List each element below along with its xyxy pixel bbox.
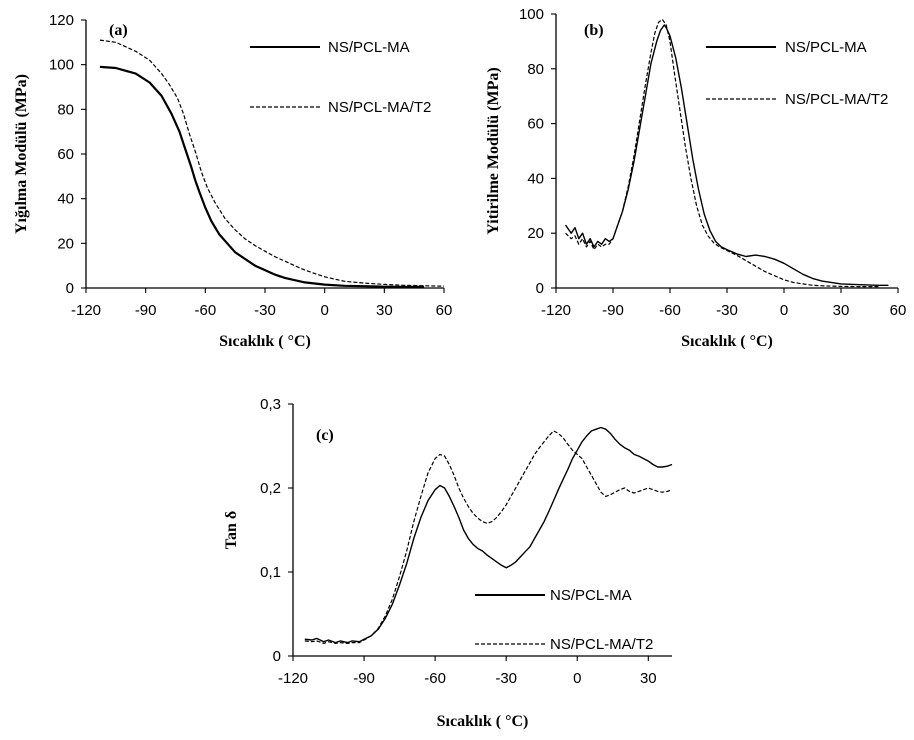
- x-tick-label: -30: [495, 670, 517, 687]
- legend-label: NS/PCL-MA/T2: [785, 91, 888, 108]
- y-tick-label: 0: [536, 280, 544, 297]
- x-tick-label: 0: [320, 302, 328, 319]
- x-axis-title: Sıcaklık ( °C): [219, 333, 311, 350]
- y-axis-title: Yitirilme Modülü (MPa): [485, 67, 502, 234]
- x-tick-label: -60: [194, 302, 216, 319]
- x-tick-label: -120: [541, 302, 571, 319]
- y-tick-label: 60: [527, 116, 544, 133]
- y-tick-label: 0: [273, 648, 281, 665]
- panel-label: (b): [584, 22, 604, 39]
- series-line-ns-pcl-ma-t2: [565, 18, 879, 288]
- series-line-ns-pcl-ma: [304, 426, 673, 644]
- y-tick-label: 0,2: [260, 480, 281, 497]
- x-tick-label: -30: [716, 302, 738, 319]
- y-axis-title: Yığılma Modülü (MPa): [13, 74, 30, 234]
- x-tick-label: -60: [659, 302, 681, 319]
- y-tick-label: 100: [49, 57, 74, 74]
- series-line-ns-pcl-ma-t2: [304, 430, 673, 645]
- x-tick-label: 0: [780, 302, 788, 319]
- y-tick-label: 20: [527, 225, 544, 242]
- x-tick-label: -120: [71, 302, 101, 319]
- y-axis-title: Tan δ: [223, 511, 240, 549]
- x-tick-label: -90: [353, 670, 375, 687]
- y-tick-label: 40: [527, 170, 544, 187]
- y-tick-label: 80: [527, 61, 544, 78]
- y-tick-label: 60: [57, 146, 74, 163]
- x-tick-label: -60: [424, 670, 446, 687]
- x-tick-label: 30: [640, 670, 657, 687]
- y-tick-label: 0: [66, 280, 74, 297]
- series-line-ns-pcl-ma-t2: [99, 39, 445, 287]
- panel-label: (c): [316, 427, 334, 444]
- legend-label: NS/PCL-MA/T2: [550, 636, 653, 653]
- chart-panel-3: -120 -90 -60 -30 0 30 0 0,1 0,2 0,3 Sıcaklık ( °C)…: [223, 396, 673, 730]
- y-tick-label: 40: [57, 191, 74, 208]
- x-tick-label: 60: [890, 302, 907, 319]
- y-tick-label: 120: [49, 12, 74, 29]
- y-tick-label: 20: [57, 235, 74, 252]
- panel-label: (a): [109, 22, 128, 39]
- legend-label: NS/PCL-MA: [550, 587, 632, 604]
- x-tick-label: -90: [602, 302, 624, 319]
- y-tick-label: 80: [57, 101, 74, 118]
- chart-panel-2: -120 -90 -60 -30 0 30 60 0 20 40 60 80 100 Sıcaklık (…: [485, 6, 906, 350]
- legend-label: NS/PCL-MA/T2: [328, 99, 431, 116]
- x-tick-label: 0: [573, 670, 581, 687]
- x-axis-title: Sıcaklık ( °C): [437, 713, 529, 730]
- legend-label: NS/PCL-MA: [785, 39, 867, 56]
- legend-label: NS/PCL-MA: [328, 39, 410, 56]
- x-tick-label: -120: [278, 670, 308, 687]
- x-tick-label: 30: [833, 302, 850, 319]
- x-tick-label: -90: [135, 302, 157, 319]
- x-tick-label: -30: [254, 302, 276, 319]
- y-tick-label: 0,1: [260, 564, 281, 581]
- y-tick-label: 0,3: [260, 396, 281, 413]
- x-tick-label: 60: [436, 302, 453, 319]
- x-axis-title: Sıcaklık ( °C): [681, 333, 773, 350]
- series-line-ns-pcl-ma: [99, 65, 425, 288]
- y-tick-label: 100: [519, 6, 544, 23]
- x-tick-label: 30: [376, 302, 393, 319]
- chart-panel-1: -120 -90 -60 -30 0 30 60 0 20 40 60 80 100 120 Sıcaklı…: [13, 12, 452, 350]
- series-line-ns-pcl-ma: [564, 24, 889, 286]
